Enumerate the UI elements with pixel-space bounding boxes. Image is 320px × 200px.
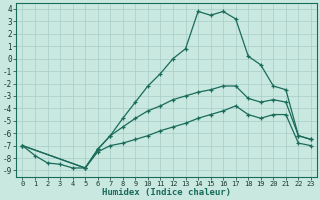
X-axis label: Humidex (Indice chaleur): Humidex (Indice chaleur) xyxy=(102,188,231,197)
